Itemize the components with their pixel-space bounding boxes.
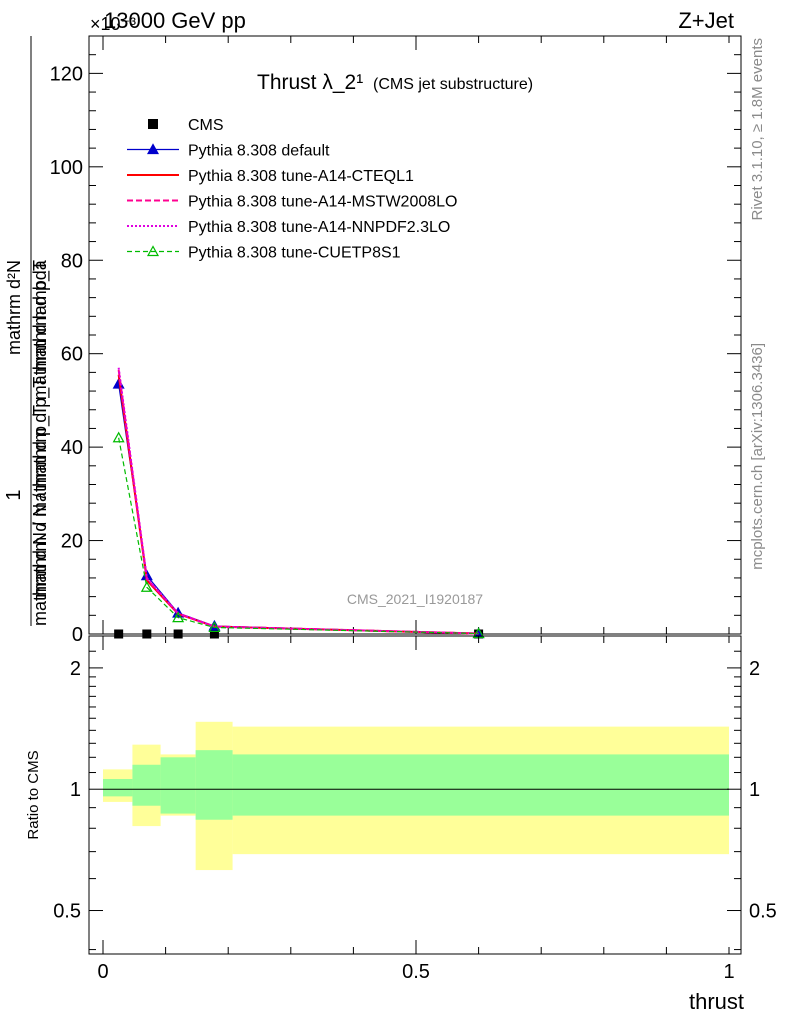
ylabel-bottom: mathrm d N / mathrm d p_T mathrm d lambd… (30, 259, 51, 626)
x-tick-label: 0 (97, 961, 108, 983)
chart-subtitle: (CMS jet substructure) (373, 76, 533, 93)
y-tick-label: 0 (72, 624, 83, 646)
ratio-y-tick-label: 1 (70, 779, 81, 801)
ratio-y-tick-label: 0.5 (53, 901, 81, 923)
main-frame (88, 35, 742, 635)
analysis-watermark: CMS_2021_I1920187 (347, 591, 483, 607)
legend-label-default: Pythia 8.308 default (188, 143, 330, 160)
ratio-y-tick-label-right: 1 (749, 779, 760, 801)
y-tick-label: 40 (61, 437, 83, 459)
chart-title-text: Thrust λ_2¹ (257, 71, 363, 94)
ratio-band-inner (132, 764, 161, 806)
cms-point (209, 629, 219, 639)
y-tick-label: 20 (61, 531, 83, 553)
ratio-panel: 0.5 0.5 1 1 2 2 0 0.5 1 (53, 635, 777, 983)
cms-point (114, 629, 124, 639)
legend-cuetp-marker (146, 245, 160, 257)
ratio-band-inner (232, 754, 729, 816)
ratio-frame (88, 635, 742, 955)
x-tick-label: 0.5 (402, 961, 430, 983)
header-left: 13000 GeV pp (104, 8, 246, 33)
legend-label-cteql1: Pythia 8.308 tune-A14-CTEQL1 (188, 168, 414, 185)
y-tick-label: 60 (61, 344, 83, 366)
legend-label-cms: CMS (188, 117, 224, 134)
ylabel-extra: mathrm d²N (4, 260, 24, 355)
x-axis-label: thrust (689, 989, 744, 1014)
main-panel: 0 20 40 60 80 100 120 (50, 35, 742, 646)
cuetp-marker (112, 431, 125, 443)
ratio-band-inner (103, 779, 133, 797)
y-tick-label: 80 (61, 250, 83, 272)
cms-point (173, 629, 183, 639)
rivet-label: Rivet 3.1.10, ≥ 1.8M events (749, 38, 766, 221)
ylabel-one: 1 (3, 489, 25, 500)
ratio-y-tick-label-right: 0.5 (749, 901, 777, 923)
legend-label-cuetp: Pythia 8.308 tune-CUETP8S1 (188, 245, 401, 262)
ratio-y-tick-label-right: 2 (749, 658, 760, 680)
ratio-band-inner (195, 750, 233, 820)
legend-label-nnpdf: Pythia 8.308 tune-A14-NNPDF2.3LO (188, 219, 450, 236)
x-tick-label: 1 (723, 961, 734, 983)
main-y-label: 1 mathrm d N / mathrm d p_T mathrm d lam… (3, 36, 51, 626)
ratio-y-tick-label: 2 (70, 658, 81, 680)
y-tick-label: 120 (50, 63, 83, 85)
cuetp-marker (172, 611, 185, 623)
cuetp-line (118, 437, 479, 635)
ratio-y-label: Ratio to CMS (25, 750, 42, 839)
legend-cms-marker (148, 119, 158, 129)
nnpdf-line (117, 367, 479, 635)
y-tick-label: 100 (50, 157, 83, 179)
legend-label-mstw: Pythia 8.308 tune-A14-MSTW2008LO (188, 194, 457, 211)
cuetp-marker (208, 621, 221, 633)
cms-point (142, 629, 152, 639)
chart-title: Thrust λ_2¹ (CMS jet substructure) (257, 71, 533, 94)
mcplots-label: mcplots.cern.ch [arXiv:1306.3436] (749, 343, 766, 570)
cuetp-marker (140, 581, 153, 592)
exponent-label: ×10⁻³ (90, 14, 136, 34)
legend: CMS Pythia 8.308 default Pythia 8.308 tune… (127, 117, 457, 262)
header-right: Z+Jet (678, 8, 734, 33)
ratio-band-inner (160, 757, 196, 814)
ylabel-top: mathrm d N / mathrm d p_T mathrm d p_T (30, 260, 51, 598)
legend-default-marker (146, 143, 160, 155)
